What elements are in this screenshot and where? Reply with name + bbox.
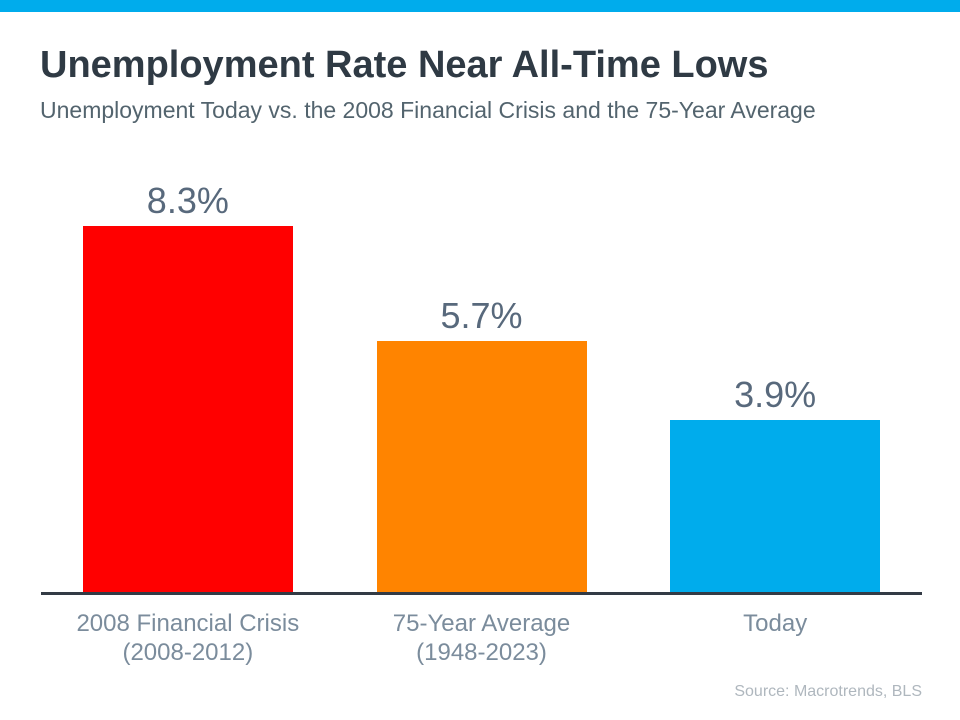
- category-label-line: (1948-2023): [416, 639, 547, 666]
- page-subtitle: Unemployment Today vs. the 2008 Financia…: [40, 97, 816, 123]
- x-axis-labels: 2008 Financial Crisis (2008-2012) 75-Year …: [41, 609, 922, 667]
- source-note: Source: Macrotrends, BLS: [734, 683, 922, 700]
- bar-today: [670, 420, 881, 592]
- page-title: Unemployment Rate Near All-Time Lows: [40, 44, 769, 86]
- bar-group-75-year-average: 5.7%: [335, 160, 629, 592]
- value-label-today: 3.9%: [734, 374, 817, 415]
- category-label-2008-financial-crisis: 2008 Financial Crisis (2008-2012): [41, 609, 335, 667]
- value-label-75-year-average: 5.7%: [440, 295, 523, 336]
- value-label-2008-financial-crisis: 8.3%: [146, 180, 229, 221]
- top-accent-bar: [0, 0, 960, 12]
- bar-group-today: 3.9%: [628, 160, 922, 592]
- category-label-line: 75-Year Average: [392, 610, 571, 637]
- category-label-line: (2008-2012): [122, 639, 254, 666]
- x-axis-line: [41, 592, 922, 595]
- category-label-today: Today: [628, 609, 922, 667]
- category-label-line: Today: [743, 610, 808, 637]
- bar-75-year-average: [376, 341, 587, 592]
- bar-2008-financial-crisis: [82, 226, 293, 592]
- category-label-75-year-average: 75-Year Average (1948-2023): [335, 609, 629, 667]
- category-label-line: 2008 Financial Crisis: [76, 610, 300, 637]
- plot-area: 8.3% 5.7% 3.9%: [41, 160, 922, 592]
- bar-group-2008-financial-crisis: 8.3%: [41, 160, 335, 592]
- bar-chart: 8.3% 5.7% 3.9% 2008 Financial Crisis (2008-…: [41, 160, 922, 700]
